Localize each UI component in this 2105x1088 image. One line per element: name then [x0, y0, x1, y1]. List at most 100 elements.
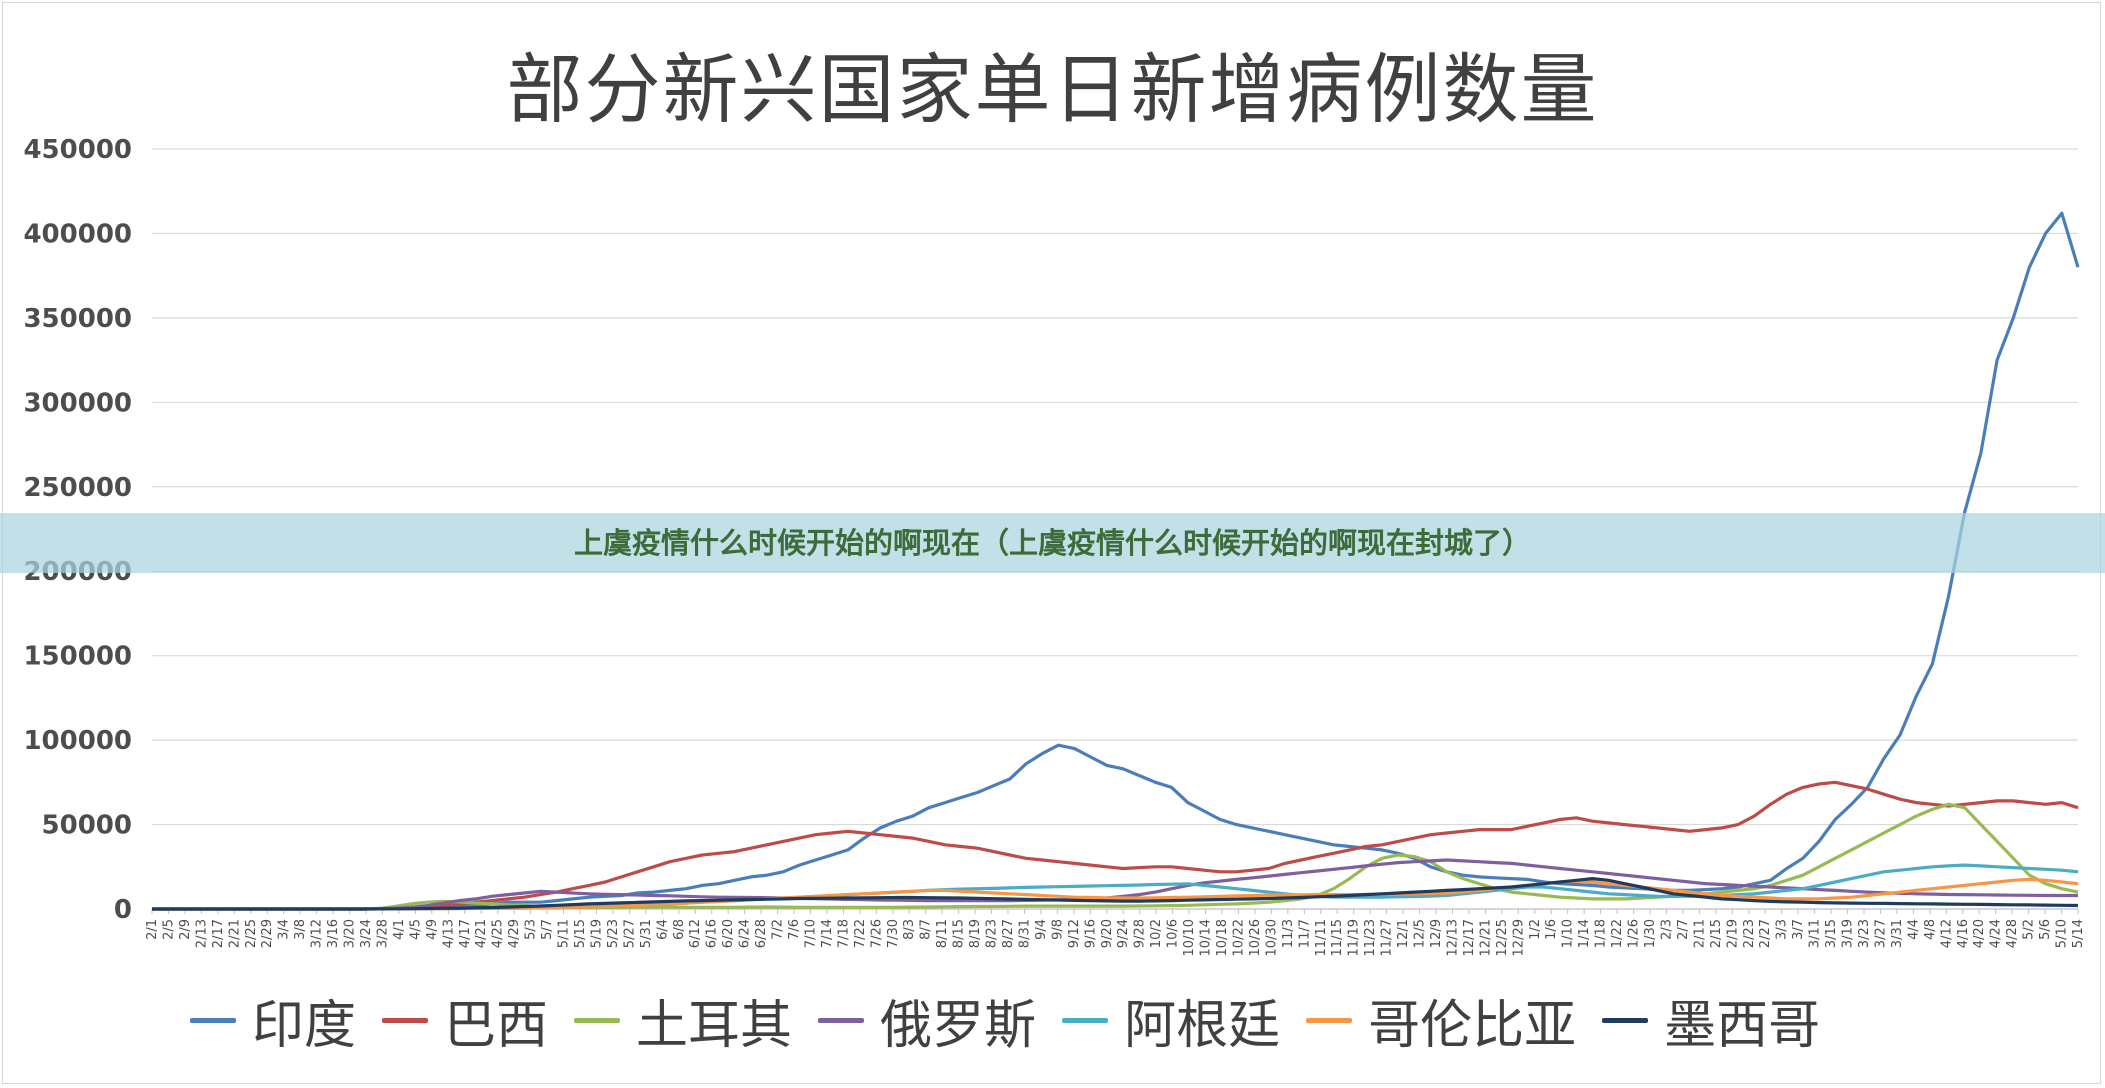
x-tick-label: 3/24	[359, 919, 374, 948]
x-tick-label: 3/15	[1824, 919, 1839, 948]
x-tick-label: 4/9	[425, 919, 440, 940]
x-tick-label: 12/9	[1429, 919, 1444, 948]
x-tick-label: 12/21	[1478, 919, 1493, 956]
x-tick-label: 12/29	[1511, 919, 1526, 956]
x-tick-label: 5/23	[606, 919, 621, 948]
x-tick-label: 5/31	[639, 919, 654, 948]
series-line-土耳其	[152, 802, 2079, 911]
x-tick-label: 3/31	[1890, 919, 1905, 948]
legend-label: 印度	[252, 995, 357, 1056]
x-tick-label: 6/8	[672, 919, 687, 940]
x-tick-label: 8/15	[952, 919, 967, 948]
x-tick-label: 4/20	[1972, 919, 1987, 948]
x-tick-label: 2/13	[194, 919, 209, 948]
legend-swatch	[574, 1017, 621, 1023]
x-tick-label: 3/27	[1873, 919, 1888, 948]
x-tick-label: 7/22	[853, 919, 868, 948]
x-tick-label: 4/25	[491, 919, 506, 948]
x-tick-label: 1/22	[1610, 919, 1625, 948]
x-tick-label: 2/17	[211, 919, 226, 948]
legend-label: 土耳其	[636, 995, 793, 1056]
legend-item: 阿根廷	[1062, 983, 1280, 1058]
x-tick-label: 1/18	[1594, 919, 1609, 948]
x-tick-label: 11/11	[1314, 919, 1329, 956]
x-tick-label: 2/7	[1676, 919, 1691, 940]
legend-item: 俄罗斯	[818, 983, 1036, 1058]
x-tick-label: 8/27	[1001, 919, 1016, 948]
x-tick-label: 11/15	[1330, 919, 1345, 956]
x-tick-label: 3/8	[293, 919, 308, 940]
series-line-墨西哥	[152, 876, 2079, 911]
x-tick-label: 6/20	[721, 919, 736, 948]
x-tick-label: 4/1	[392, 919, 407, 940]
x-tick-label: 12/13	[1445, 919, 1460, 956]
x-tick-label: 2/9	[178, 919, 193, 940]
x-tick-label: 1/6	[1544, 919, 1559, 940]
y-tick-label: 150000	[23, 642, 132, 672]
x-tick-label: 3/3	[1775, 919, 1790, 940]
x-tick-label: 3/23	[1857, 919, 1872, 948]
legend-item: 土耳其	[574, 983, 792, 1058]
x-tick-label: 11/7	[1297, 919, 1312, 948]
x-tick-label: 7/10	[803, 919, 818, 948]
x-tick-label: 8/19	[968, 919, 983, 948]
x-tick-label: 9/12	[1067, 919, 1082, 948]
x-tick-label: 9/28	[1133, 919, 1148, 948]
x-tick-label: 5/27	[622, 919, 637, 948]
x-tick-label: 1/30	[1643, 919, 1658, 948]
x-tick-label: 4/5	[408, 919, 423, 940]
series-line-印度	[152, 211, 2080, 911]
y-tick-label: 0	[114, 895, 132, 925]
x-tick-label: 9/8	[1050, 919, 1065, 940]
x-tick-label: 11/19	[1347, 919, 1362, 956]
x-tick-label: 4/24	[1989, 919, 2004, 948]
x-tick-label: 5/10	[2055, 919, 2070, 948]
legend-label: 哥伦比亚	[1368, 995, 1577, 1056]
x-tick-label: 10/10	[1182, 919, 1197, 956]
x-tick-label: 5/2	[2022, 919, 2037, 940]
legend-swatch	[818, 1017, 865, 1023]
x-tick-label: 5/3	[524, 919, 539, 940]
x-tick-label: 10/6	[1166, 919, 1181, 948]
y-tick-label: 300000	[23, 388, 132, 418]
x-tick-label: 6/12	[688, 919, 703, 948]
legend-swatch	[1062, 1017, 1109, 1023]
y-tick-label: 450000	[23, 135, 132, 165]
x-tick-label: 10/2	[1149, 919, 1164, 948]
x-tick-label: 2/19	[1725, 919, 1740, 948]
x-tick-label: 2/23	[1742, 919, 1757, 948]
x-tick-label: 5/7	[540, 919, 555, 940]
x-tick-label: 2/29	[260, 919, 275, 948]
chart-legend: 印度 巴西 土耳其 俄罗斯 阿根廷 哥伦比亚 墨西哥	[190, 983, 1821, 1058]
y-tick-label: 400000	[23, 219, 132, 249]
legend-label: 墨西哥	[1664, 995, 1821, 1056]
y-tick-label: 100000	[23, 726, 132, 756]
x-tick-label: 2/25	[244, 919, 259, 948]
x-tick-label: 4/13	[441, 919, 456, 948]
x-tick-label: 3/28	[375, 919, 390, 948]
x-tick-label: 1/14	[1577, 919, 1592, 948]
legend-item: 巴西	[382, 983, 548, 1058]
x-tick-label: 5/14	[2071, 919, 2086, 948]
overlay-banner	[0, 513, 2105, 573]
x-tick-label: 12/25	[1495, 919, 1510, 956]
legend-swatch	[190, 1017, 236, 1023]
x-tick-label: 7/6	[787, 919, 802, 940]
x-tick-label: 2/5	[161, 919, 176, 940]
x-tick-label: 6/4	[655, 919, 670, 940]
legend-swatch	[1602, 1017, 1649, 1023]
x-tick-label: 9/16	[1083, 919, 1098, 948]
x-tick-label: 6/24	[738, 919, 753, 948]
y-tick-label: 250000	[23, 473, 132, 503]
legend-item: 印度	[190, 983, 356, 1058]
x-tick-label: 6/16	[705, 919, 720, 948]
x-tick-label: 3/16	[326, 919, 341, 948]
x-tick-label: 3/11	[1808, 919, 1823, 948]
x-tick-label: 2/15	[1709, 919, 1724, 948]
x-tick-label: 5/6	[2038, 919, 2053, 940]
x-tick-label: 3/20	[343, 919, 358, 948]
x-tick-label: 7/2	[771, 919, 786, 940]
x-tick-label: 6/28	[754, 919, 769, 948]
x-tick-label: 1/2	[1528, 919, 1543, 940]
legend-item: 哥伦比亚	[1306, 983, 1576, 1058]
